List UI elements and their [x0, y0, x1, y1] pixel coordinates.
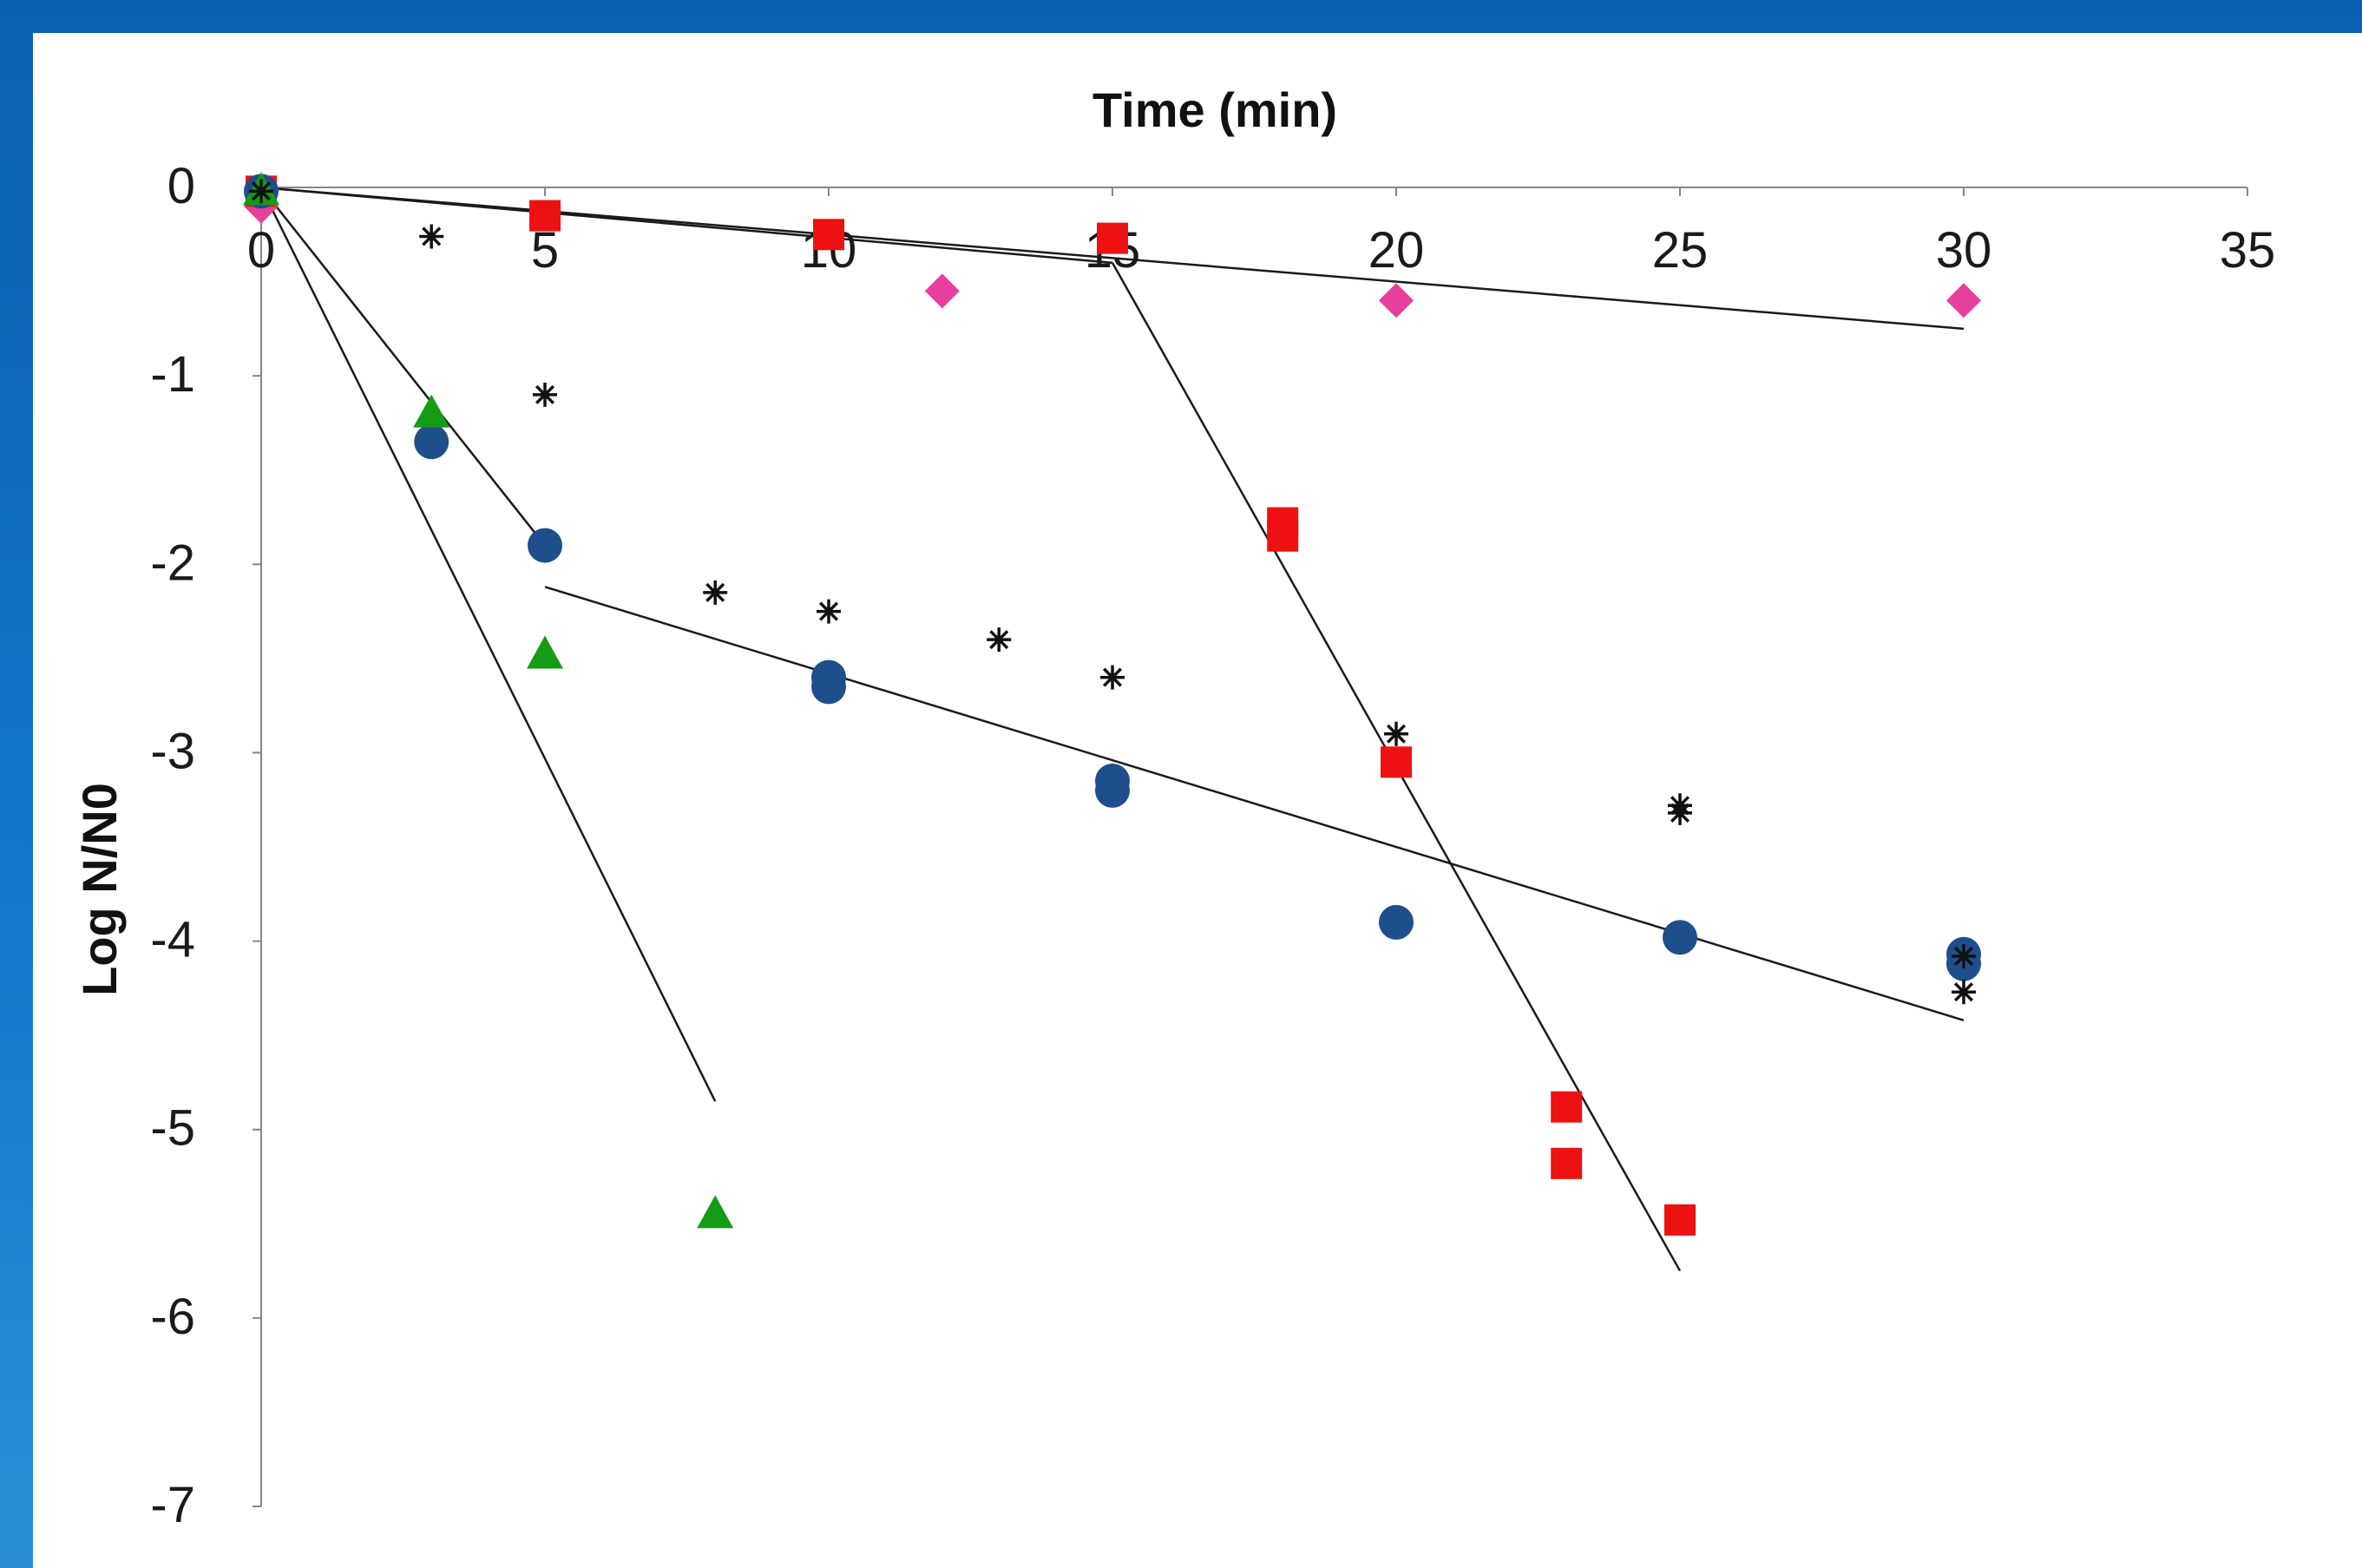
y-tick-label: -2: [150, 535, 195, 591]
x-tick-label: 0: [247, 222, 275, 279]
asterisk-marker: [1668, 800, 1692, 825]
square-marker: [813, 219, 844, 251]
y-tick-label: -7: [150, 1477, 195, 1533]
trendline: [544, 586, 1965, 1021]
square-marker: [1381, 746, 1412, 778]
trendline: [260, 186, 1113, 265]
diamond-marker: [1946, 283, 1981, 318]
x-tick-label: 20: [1368, 222, 1425, 279]
square-marker: [1267, 520, 1299, 552]
asterisk-marker: [249, 179, 273, 204]
trendlines: [259, 186, 1965, 1272]
square-marker: [1551, 1091, 1583, 1123]
y-tick-label: -3: [150, 723, 195, 779]
asterisk-marker: [1952, 980, 1976, 1005]
x-tick-label: 5: [531, 222, 559, 279]
y-tick-label: -1: [150, 346, 195, 403]
circle-marker: [1095, 772, 1130, 808]
x-tick-label: 30: [1936, 222, 1992, 279]
asterisk-marker: [533, 382, 557, 407]
square-marker: [529, 200, 561, 232]
triangle-marker: [413, 394, 450, 428]
y-tick-label: -4: [150, 912, 195, 968]
plot-panel: [33, 33, 2362, 1568]
x-tick-label: 35: [2220, 222, 2276, 279]
circle-marker: [1663, 920, 1697, 955]
x-axis-title: Time (min): [1092, 82, 1337, 137]
diamond-marker: [924, 273, 960, 309]
y-tick-label: -6: [150, 1289, 195, 1345]
trendline: [260, 187, 546, 547]
circle-marker: [811, 669, 846, 705]
y-axis-title: Log N/N0: [72, 783, 127, 996]
asterisk-marker: [1100, 665, 1125, 690]
square-marker: [1097, 222, 1128, 254]
data-markers: [243, 172, 1981, 1236]
circle-marker: [1379, 904, 1414, 940]
axes: 05101520253035 0-1-2-3-4-5-6-7: [150, 158, 2275, 1533]
y-tick-label: -5: [150, 1100, 195, 1157]
x-tick-label: 25: [1652, 222, 1709, 279]
asterisk-marker: [419, 224, 444, 249]
asterisk-marker: [1952, 943, 1976, 968]
asterisk-marker: [1384, 721, 1408, 746]
y-tick-label: 0: [167, 158, 195, 214]
circle-marker: [528, 528, 562, 563]
circle-marker: [414, 424, 449, 460]
diamond-marker: [1379, 283, 1414, 318]
x-axis-ticks: 05101520253035: [247, 187, 2275, 279]
asterisk-marker: [987, 627, 1012, 653]
trendline: [260, 186, 1965, 331]
square-marker: [1551, 1147, 1583, 1179]
asterisk-marker: [703, 580, 728, 605]
trendline: [259, 187, 717, 1102]
triangle-marker: [697, 1195, 734, 1229]
square-marker: [1664, 1204, 1696, 1236]
asterisk-marker: [817, 599, 841, 624]
triangle-marker: [527, 635, 563, 669]
y-axis-ticks: 0 -1 -2 -3 -4 -5 -6 -7: [150, 158, 261, 1533]
